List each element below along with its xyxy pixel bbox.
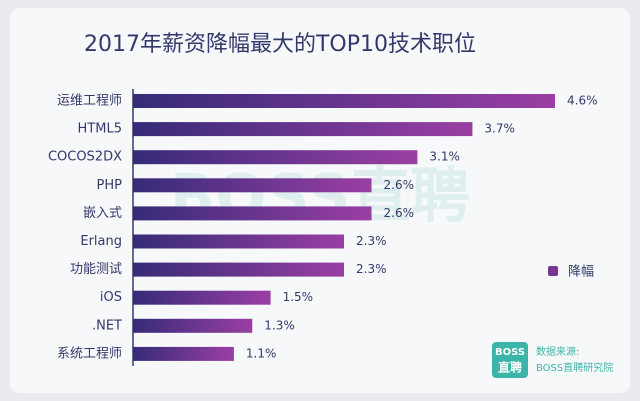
bar [133,290,271,305]
y-tick-label: 系统工程师 [57,346,122,361]
data-label: 3.7% [484,122,515,136]
source-logo-bottom: 直聘 [498,360,522,375]
y-tick-label: 运维工程师 [57,94,122,109]
y-tick-label: iOS [100,290,122,305]
data-label: 2.6% [384,206,415,220]
y-tick-label: 功能测试 [70,262,122,277]
legend-label: 降幅 [568,265,594,280]
y-tick-label: COCOS2DX [48,150,122,165]
legend-swatch [548,266,558,276]
data-label: 2.6% [384,178,415,192]
y-tick-label: 嵌入式 [83,206,122,221]
y-tick-label: Erlang [80,234,122,249]
bar [133,262,344,277]
bar [133,178,372,193]
y-tick-label: PHP [97,178,123,193]
source-logo-top: BOSS [495,347,525,358]
y-tick-label: HTML5 [78,122,122,137]
bar [133,346,234,361]
data-label: 2.3% [356,262,387,276]
bar [133,122,473,137]
bar [133,234,344,249]
source-text: BOSS直聘研究院 [536,361,613,374]
bar [133,206,372,221]
bar [133,94,555,108]
data-label: 4.6% [567,94,598,108]
source-logo [492,342,528,378]
chart-title: 2017年薪资降幅最大的TOP10技术职位 [84,32,476,57]
data-label: 1.1% [246,346,276,360]
bar [133,150,418,165]
y-tick-label: .NET [92,318,122,333]
data-label: 1.3% [264,318,295,332]
data-label: 2.3% [356,234,387,248]
data-label: 3.1% [429,150,460,164]
source-label: 数据来源: [536,345,579,358]
bar [133,318,253,333]
watermark: BOSS直聘 [170,162,470,232]
data-label: 1.5% [283,290,314,304]
